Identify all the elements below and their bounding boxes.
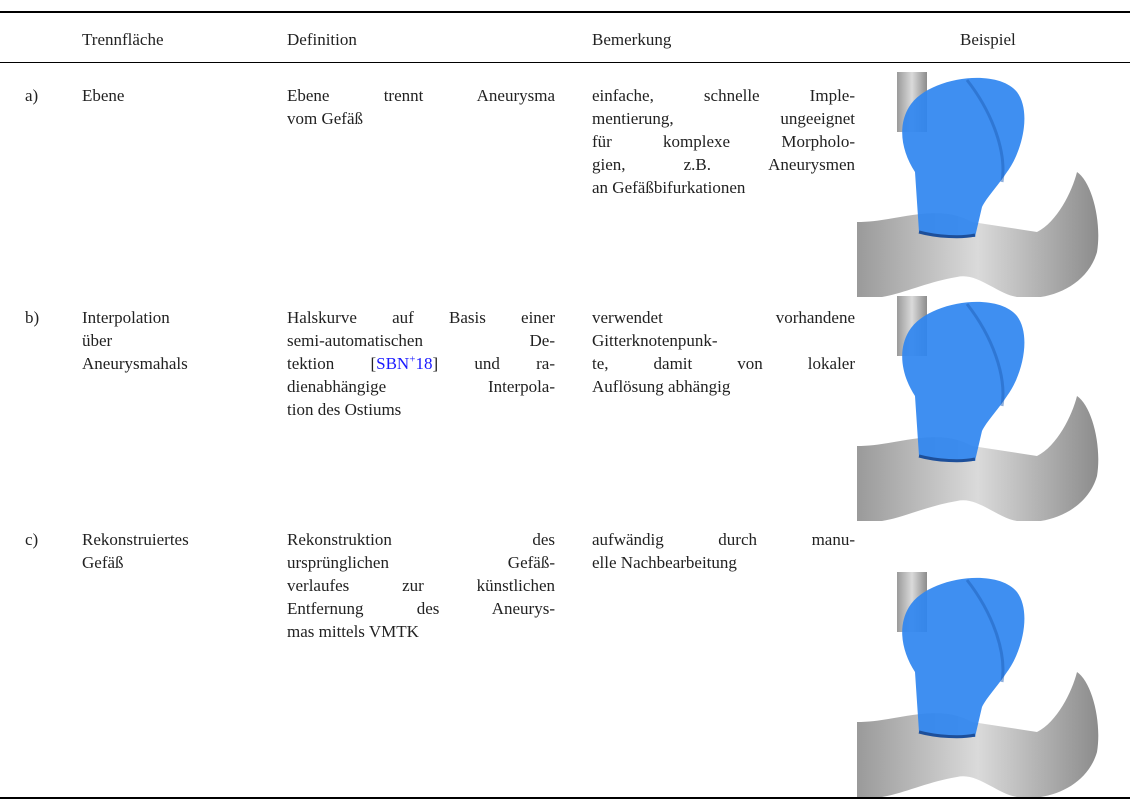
text: tektion [ (287, 354, 377, 373)
row-label: a) (25, 86, 39, 105)
text-line: te, damit von lokaler (592, 354, 855, 373)
row-label: b) (25, 308, 40, 327)
text-line: einfache, schnelle Imple- (592, 86, 855, 105)
top-rule (0, 11, 1130, 13)
header-cell: Definition (287, 30, 357, 49)
text-line: vom Gefäß (287, 109, 364, 128)
citation: SBN (376, 354, 410, 373)
cell: verwendet vorhandene Gitterknotenpunk-te,… (592, 306, 855, 398)
cell: einfache, schnelle Imple-mentierung, ung… (592, 84, 855, 199)
header-cell: Trennfläche (82, 30, 164, 49)
citation: + (409, 353, 416, 366)
text-line: verwendet vorhandene (592, 308, 855, 327)
mid-rule (0, 62, 1130, 63)
cell: Rekonstruiertes Gefäß (82, 528, 272, 574)
text-line: gien, z.B. Aneurysmen (592, 155, 855, 174)
text-line: Interpolation (82, 308, 170, 327)
text-line: für komplexe Morpholo- (592, 132, 855, 151)
example-image (857, 296, 1099, 521)
text-line: dienabhängige Interpola- (287, 377, 555, 396)
text-line: elle Nachbearbeitung (592, 553, 737, 572)
cite-line: tektion [SBN+18] und ra- (287, 354, 555, 373)
text-line: tion des Ostiums (287, 400, 402, 419)
text-line: Gitterknotenpunk- (592, 331, 718, 350)
cell: aufwändig durch manu-elle Nachbearbeitun… (592, 528, 855, 574)
citation: 18 (415, 354, 433, 373)
example-image (857, 72, 1099, 297)
text-line: mentierung, ungeeignet (592, 109, 855, 128)
cell: Ebene trennt Aneurysma vom Gefäß (287, 84, 555, 130)
cell: Ebene (82, 84, 272, 107)
bottom-rule (0, 797, 1130, 799)
header-cell: Beispiel (960, 30, 1016, 49)
text-line: Ebene (82, 86, 125, 105)
text-line: Halskurve auf Basis einer (287, 308, 555, 327)
text-line: an Gefäßbifurkationen (592, 178, 746, 197)
row-label: c) (25, 530, 39, 549)
header-cell: Bemerkung (592, 30, 672, 49)
text-line: aufwändig durch manu- (592, 530, 855, 549)
text-line: semi-automatischen De- (287, 331, 555, 350)
example-image (857, 572, 1099, 797)
text-line: ursprünglichen Gefäß- (287, 553, 555, 572)
text: ] und ra- (432, 354, 555, 373)
text-line: mas mittels VMTK (287, 622, 419, 641)
text-line: Entfernung des Aneurys- (287, 599, 555, 618)
text-line: verlaufes zur künstlichen (287, 576, 555, 595)
text-line: Rekonstruktion des (287, 530, 555, 549)
text-line: tektion [SBN+18] und ra- (287, 352, 555, 375)
text-line: Gefäß (82, 553, 124, 572)
text-line: Aneurysmahals (82, 354, 188, 373)
cell: Interpolation über Aneurysmahals (82, 306, 272, 375)
cell: Halskurve auf Basis einer semi-automatisc… (287, 306, 555, 421)
text-line: über (82, 331, 113, 350)
cell: Rekonstruktion des ursprünglichen Gefäß-v… (287, 528, 555, 643)
text-line: Rekonstruiertes (82, 530, 189, 549)
text-line: Auflösung abhängig (592, 377, 731, 396)
text-line: Ebene trennt Aneurysma (287, 86, 555, 105)
